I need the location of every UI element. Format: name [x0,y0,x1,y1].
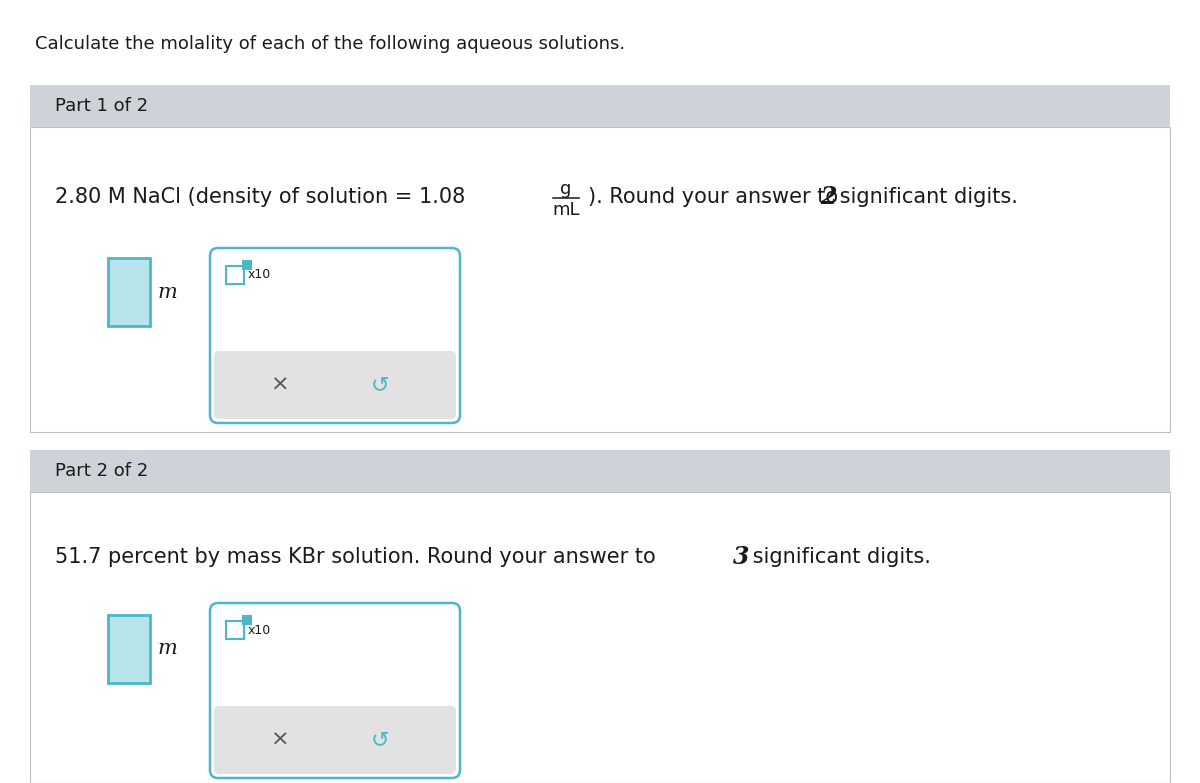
Text: Calculate the molality of each of the following aqueous solutions.: Calculate the molality of each of the fo… [35,35,625,53]
Bar [108,615,150,683]
Bar [30,85,1170,127]
Text: significant digits.: significant digits. [833,187,1018,207]
FancyBboxPatch shape [214,351,456,419]
Text: ↺: ↺ [371,375,389,395]
FancyBboxPatch shape [214,706,456,774]
Text: g: g [560,180,571,198]
Text: m: m [158,640,178,659]
Text: Part 1 of 2: Part 1 of 2 [55,97,148,115]
Text: ×: × [271,375,289,395]
Bar [30,450,1170,492]
Text: 3: 3 [733,545,750,569]
Text: mL: mL [552,201,580,219]
Bar [226,266,244,284]
Text: ↺: ↺ [371,730,389,750]
Text: m: m [158,283,178,301]
Bar [108,258,150,326]
Text: x10: x10 [248,623,271,637]
Text: 2.80 M NaCl (density of solution = 1.08: 2.80 M NaCl (density of solution = 1.08 [55,187,466,207]
FancyBboxPatch shape [210,603,460,778]
Text: 51.7 percent by mass KBr solution. Round your answer to: 51.7 percent by mass KBr solution. Round… [55,547,655,567]
Text: significant digits.: significant digits. [746,547,931,567]
Bar [30,492,1170,783]
FancyBboxPatch shape [210,248,460,423]
Bar [226,621,244,639]
Text: x10: x10 [248,269,271,282]
Text: 2: 2 [820,185,836,209]
Text: ×: × [271,730,289,750]
Bar [242,615,252,625]
Bar [242,260,252,270]
Bar [30,127,1170,432]
Text: ). Round your answer to: ). Round your answer to [588,187,838,207]
Text: Part 2 of 2: Part 2 of 2 [55,462,149,480]
